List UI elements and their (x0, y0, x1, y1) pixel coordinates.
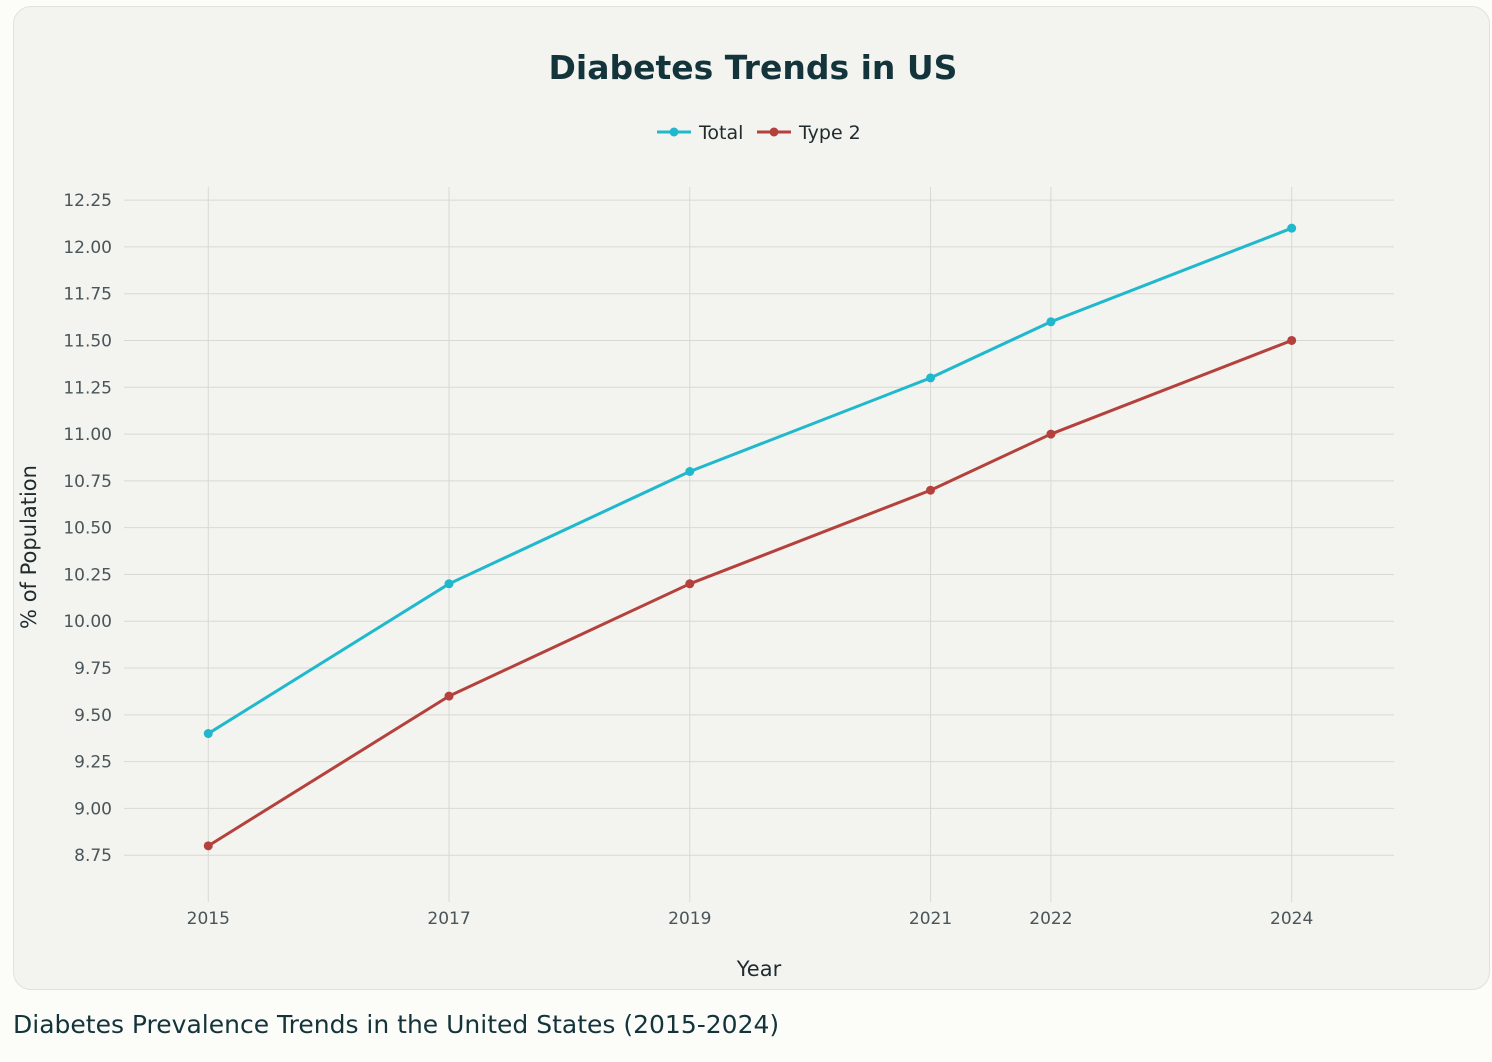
y-axis-ticks: 8.75 9.00 9.25 9.50 9.75 10.00 10.25 10.50 10.75… (63, 191, 112, 866)
x-axis-title: Year (736, 957, 782, 981)
x-tick-label: 2017 (427, 909, 470, 929)
y-tick-label: 11.00 (63, 425, 112, 445)
data-point[interactable] (444, 691, 454, 701)
series-line (207, 226, 1293, 735)
line-chart: Diabetes Trends in US Total Type 2 8.75 9.… (17, 48, 1394, 981)
y-tick-label: 12.00 (63, 238, 112, 258)
grid (124, 187, 1394, 902)
data-point[interactable] (1046, 429, 1056, 439)
legend-item-type-2[interactable]: Type 2 (757, 122, 861, 144)
data-point[interactable] (203, 729, 213, 739)
legend: Total Type 2 (657, 122, 861, 144)
data-point[interactable] (1046, 317, 1056, 327)
y-tick-label: 10.75 (63, 472, 112, 492)
y-tick-label: 11.50 (63, 331, 112, 351)
x-tick-label: 2024 (1270, 909, 1313, 929)
y-tick-label: 9.50 (74, 706, 112, 726)
x-tick-label: 2022 (1029, 909, 1072, 929)
y-tick-label: 11.25 (63, 378, 112, 398)
series-layer (203, 223, 1297, 851)
chart-card: Diabetes Trends in US Total Type 2 8.75 9.… (13, 6, 1490, 990)
data-point[interactable] (444, 579, 454, 589)
data-point[interactable] (926, 485, 936, 495)
y-tick-label: 11.75 (63, 285, 112, 305)
y-tick-label: 8.75 (74, 846, 112, 866)
y-axis-title: % of Population (17, 465, 41, 629)
y-tick-label: 9.00 (74, 799, 112, 819)
data-point[interactable] (685, 579, 695, 589)
figure-caption: Diabetes Prevalence Trends in the United… (13, 1010, 780, 1039)
legend-label: Type 2 (798, 122, 861, 144)
legend-marker (669, 127, 679, 137)
y-tick-label: 9.25 (74, 753, 112, 773)
series-line (207, 339, 1293, 848)
data-point[interactable] (926, 373, 936, 383)
series-total (203, 223, 1297, 739)
series-type-2 (203, 335, 1297, 851)
y-tick-label: 9.75 (74, 659, 112, 679)
y-tick-label: 10.50 (63, 519, 112, 539)
chart-title: Diabetes Trends in US (549, 48, 958, 87)
data-point[interactable] (1287, 335, 1297, 345)
data-point[interactable] (1287, 223, 1297, 233)
x-axis-ticks: 2015 2017 2019 2021 2022 2024 (187, 909, 1314, 929)
legend-marker (769, 127, 779, 137)
legend-label: Total (698, 122, 743, 144)
x-tick-label: 2021 (909, 909, 952, 929)
y-tick-label: 12.25 (63, 191, 112, 211)
x-tick-label: 2015 (187, 909, 230, 929)
y-tick-label: 10.00 (63, 612, 112, 632)
data-point[interactable] (203, 841, 213, 851)
y-tick-label: 10.25 (63, 565, 112, 585)
data-point[interactable] (685, 467, 695, 477)
legend-item-total[interactable]: Total (657, 122, 743, 144)
x-tick-label: 2019 (668, 909, 711, 929)
